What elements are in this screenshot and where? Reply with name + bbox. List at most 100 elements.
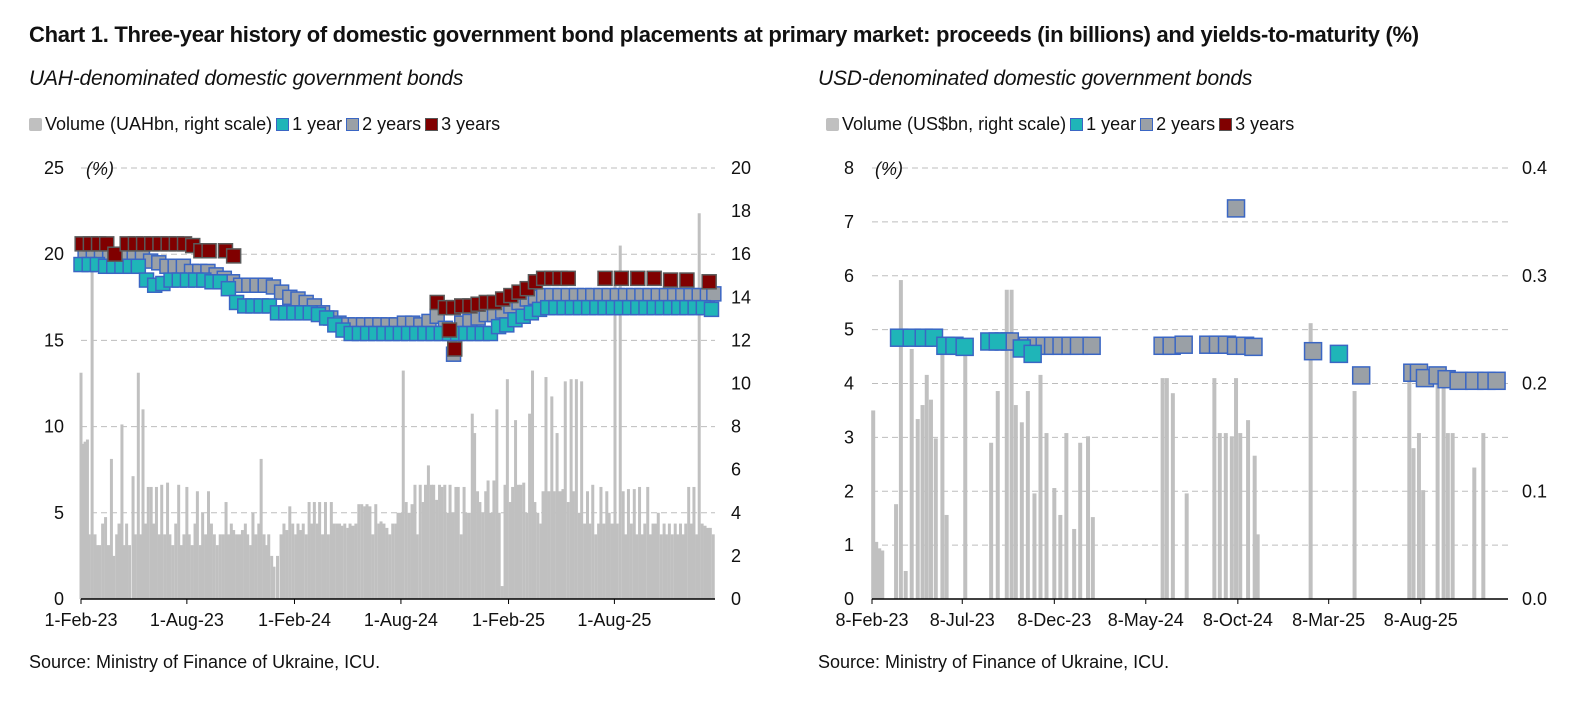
volume-bar (615, 523, 619, 599)
volume-bar (1052, 488, 1057, 599)
volume-bar (335, 523, 339, 599)
volume-bar (1411, 448, 1416, 599)
volume-bar (597, 523, 601, 599)
volume-bar (152, 523, 156, 599)
volume-bar (209, 523, 213, 599)
left-axis-tick-label: 0 (54, 589, 64, 609)
volume-bar (920, 405, 925, 599)
volume-bar (459, 534, 463, 599)
volume-bar (257, 523, 261, 599)
volume-bar (1160, 378, 1165, 599)
volume-bar (711, 534, 715, 599)
volume-bar (371, 534, 375, 599)
volume-bar (146, 486, 150, 599)
volume-bar (654, 523, 658, 599)
volume-bar (396, 512, 400, 599)
volume-bar (276, 555, 280, 599)
volume-bar (446, 512, 450, 599)
right-legend: Volume (US$bn, right scale) 1 year 2 yea… (826, 114, 1298, 135)
volume-bar (1164, 378, 1169, 599)
volume-bar (700, 523, 704, 599)
volume-bar (656, 512, 660, 599)
volume-bar (90, 264, 94, 599)
volume-bar (689, 523, 693, 599)
volume-bar (382, 523, 386, 599)
volume-bar (323, 502, 327, 599)
volume-bar (240, 530, 244, 599)
right-axis-tick-label: 0.0 (1522, 589, 1547, 609)
marker-2-years (1351, 366, 1371, 385)
volume-bar (1472, 467, 1477, 599)
volume-bar (1481, 433, 1486, 599)
volume-bar (624, 534, 628, 599)
right-axis-tick-label: 0.2 (1522, 374, 1547, 394)
legend-item-1-year: 1 year (276, 114, 342, 135)
right-axis-tick-label: 0.4 (1522, 158, 1547, 178)
volume-bar (246, 534, 250, 599)
volume-bar (1019, 422, 1024, 599)
volume-bar (421, 502, 425, 599)
x-axis-tick-label: 8-Jul-23 (930, 610, 995, 630)
left-axis-tick-label: 8 (844, 158, 854, 178)
legend-label-2-years: 2 years (362, 114, 422, 134)
volume-bar (185, 486, 189, 599)
volume-bar (621, 491, 625, 599)
left-legend: Volume (UAHbn, right scale) 1 year 2 yea… (29, 114, 504, 135)
marker-3-years (225, 248, 242, 264)
volume-bar (1416, 433, 1421, 599)
volume-bar (454, 486, 458, 599)
legend-label-3-years: 3 years (441, 114, 501, 134)
volume-bar (401, 370, 405, 599)
marker-1-year (1023, 344, 1042, 364)
volume-bar (1090, 517, 1095, 599)
volume-bar (301, 523, 305, 599)
volume-bar (166, 482, 170, 599)
volume-bar (340, 525, 344, 599)
volume-bar (695, 534, 699, 599)
volume-bar (659, 534, 663, 599)
legend-item-2-years: 2 years (346, 114, 421, 135)
marker-3-years (630, 270, 646, 287)
volume-bar (519, 484, 523, 599)
marker-3-years (597, 270, 613, 287)
volume-bar (684, 523, 688, 599)
volume-bar (438, 484, 442, 599)
volume-bar (1217, 433, 1222, 599)
left-axis-tick-label: 20 (44, 244, 64, 264)
marker-3-years (441, 322, 458, 338)
volume-swatch-icon (826, 118, 839, 131)
right-axis-tick-label: 4 (731, 503, 741, 523)
volume-bar (635, 534, 639, 599)
volume-bar (681, 534, 685, 599)
volume-bar (312, 502, 316, 599)
marker-3-years (613, 270, 630, 287)
volume-bar (1441, 378, 1446, 599)
volume-bar (131, 476, 135, 599)
right-axis-tick-label: 0.3 (1522, 266, 1547, 286)
legend-item-1-year: 1 year (1070, 114, 1136, 135)
volume-bar (329, 502, 333, 599)
volume-bar (198, 545, 202, 599)
volume-bar (610, 523, 614, 599)
volume-bar (443, 484, 447, 599)
three-years-swatch-icon (1219, 118, 1233, 131)
marker-1-year (703, 301, 720, 318)
one-year-swatch-icon (276, 118, 290, 131)
volume-bar (662, 523, 666, 599)
volume-bar (989, 442, 994, 599)
volume-bar (547, 491, 551, 599)
volume-bar (558, 491, 562, 599)
percent-unit-label: (%) (875, 159, 903, 179)
volume-bar (112, 555, 116, 599)
volume-bar (120, 424, 124, 599)
left-axis-tick-label: 0 (844, 589, 854, 609)
volume-bar (1032, 493, 1037, 599)
volume-bar (259, 458, 263, 599)
volume-bar (363, 506, 367, 599)
marker-3-years (560, 270, 576, 287)
volume-bar (522, 482, 526, 599)
volume-bar (374, 504, 378, 599)
volume-bar (871, 410, 876, 599)
volume-bar (1064, 433, 1069, 599)
volume-bar (539, 523, 543, 599)
